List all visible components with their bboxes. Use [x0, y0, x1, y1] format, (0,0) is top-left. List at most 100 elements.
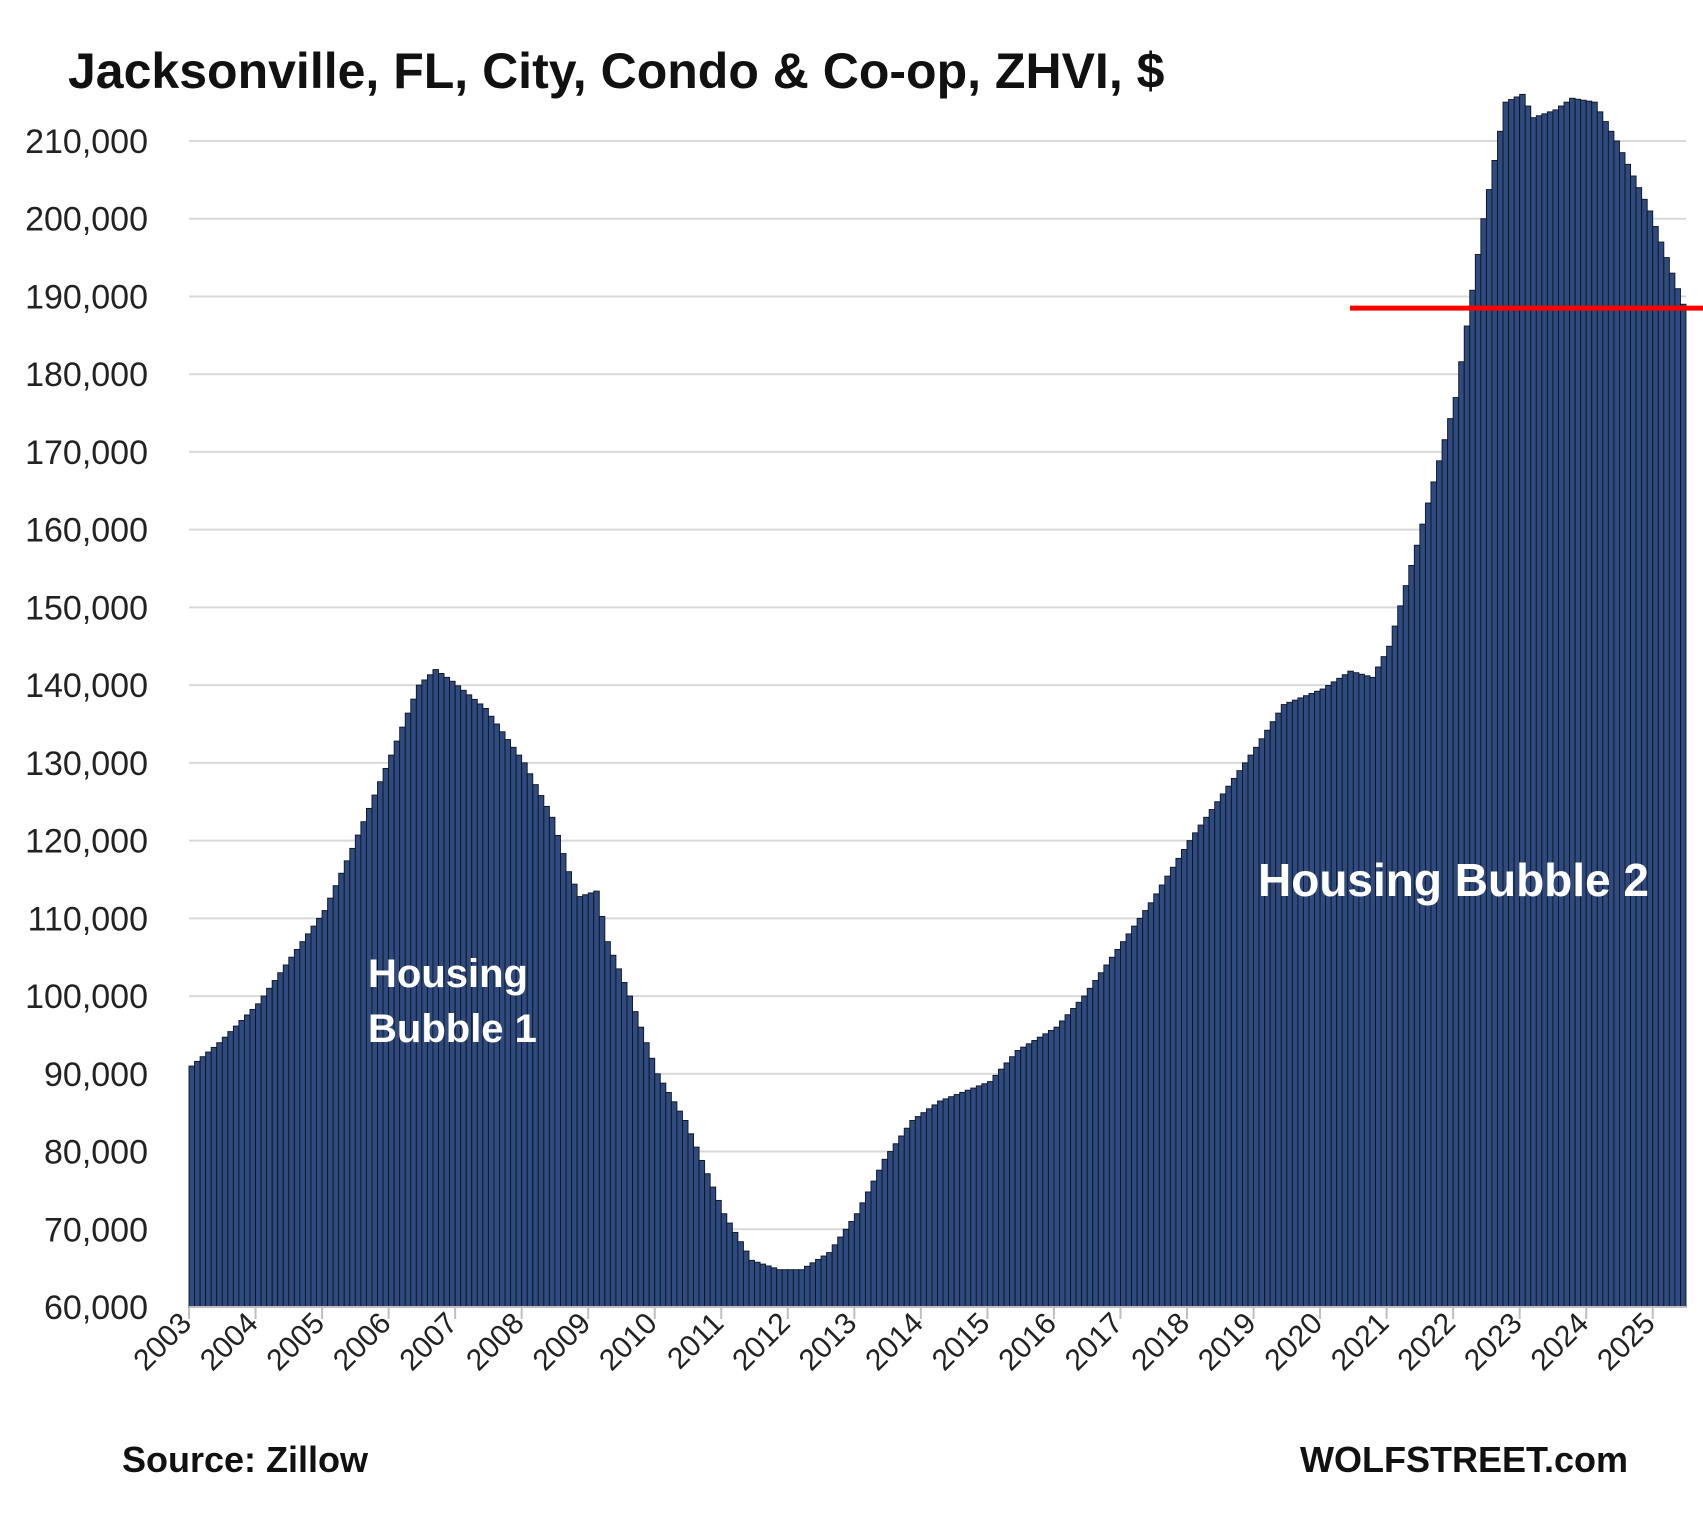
x-tick-label: 2009 [527, 1307, 598, 1378]
bar-series [188, 93, 1687, 1308]
brand-label: WOLFSTREET.com [1300, 1439, 1628, 1480]
bar [1253, 746, 1260, 1308]
bar [210, 1046, 218, 1308]
bar [255, 1003, 262, 1308]
bar [1053, 1026, 1060, 1308]
bar [1314, 690, 1321, 1308]
bar [1219, 793, 1227, 1308]
bar [914, 1116, 922, 1308]
x-tick-label: 2023 [1458, 1307, 1529, 1378]
bar [1546, 111, 1554, 1308]
x-tick-label: 2007 [394, 1307, 465, 1378]
bar [1325, 684, 1332, 1308]
bar [715, 1199, 722, 1308]
bar [687, 1133, 694, 1308]
bar [682, 1119, 689, 1308]
bar [1125, 933, 1133, 1308]
bar [737, 1241, 744, 1308]
bar [1552, 109, 1559, 1308]
bar [676, 1110, 683, 1308]
bar [1619, 152, 1626, 1308]
bar [560, 853, 567, 1308]
bar [609, 954, 617, 1308]
bar [665, 1092, 672, 1308]
annotation-bubble-1-line-2: Bubble 1 [368, 1007, 537, 1051]
bar [1120, 941, 1127, 1308]
bar [1630, 175, 1637, 1308]
x-tick-label: 2012 [726, 1307, 797, 1378]
bar [1197, 824, 1205, 1308]
bar [670, 1101, 678, 1308]
bar [1258, 738, 1266, 1308]
bar [1519, 93, 1526, 1308]
x-tick-label: 2011 [661, 1307, 730, 1376]
bar [626, 995, 634, 1308]
x-tick-label: 2021 [1325, 1307, 1396, 1378]
bar [338, 872, 345, 1308]
bar [970, 1087, 977, 1308]
bar [587, 892, 595, 1308]
y-tick-label: 80,000 [44, 1134, 148, 1172]
bar [1070, 1008, 1077, 1308]
bar [1585, 100, 1593, 1308]
bar [1131, 925, 1138, 1308]
bar [537, 795, 545, 1308]
bar [199, 1056, 207, 1308]
x-tick-label: 2022 [1392, 1307, 1463, 1378]
bar [593, 890, 600, 1308]
x-tick-label: 2019 [1192, 1307, 1263, 1378]
bar [1009, 1056, 1016, 1308]
bar [232, 1025, 240, 1308]
bar [1192, 832, 1199, 1308]
bar [1153, 893, 1160, 1308]
y-tick-label: 90,000 [44, 1056, 148, 1094]
bar [1458, 361, 1465, 1308]
bar [1336, 677, 1343, 1308]
bar [1391, 625, 1399, 1308]
bar [266, 987, 273, 1308]
bar [1580, 99, 1587, 1308]
bar [1502, 101, 1510, 1308]
bar [1341, 674, 1349, 1308]
bar [1247, 754, 1254, 1308]
bar [1680, 303, 1687, 1308]
bar [454, 685, 462, 1308]
bar [898, 1135, 905, 1308]
bar [1574, 98, 1582, 1308]
x-tick-label: 2024 [1525, 1307, 1596, 1378]
y-tick-label: 140,000 [25, 667, 148, 705]
x-tick-label: 2018 [1125, 1307, 1196, 1378]
bar [1014, 1050, 1022, 1308]
bar [1297, 697, 1304, 1308]
bar [598, 915, 606, 1308]
bar [321, 910, 329, 1308]
bar [1596, 111, 1604, 1308]
bar [837, 1236, 844, 1308]
bar [332, 885, 340, 1308]
bar [1397, 605, 1404, 1308]
x-tick-label: 2017 [1059, 1307, 1130, 1378]
x-tick-label: 2013 [793, 1307, 864, 1378]
x-tick-label: 2015 [926, 1307, 997, 1378]
bar [1347, 670, 1354, 1308]
y-tick-label: 100,000 [25, 978, 148, 1016]
x-tick-label: 2016 [992, 1307, 1063, 1378]
bar [304, 933, 312, 1308]
bar [1319, 688, 1327, 1308]
bar [981, 1083, 988, 1308]
bar [959, 1091, 966, 1308]
bar [920, 1112, 927, 1308]
bar [648, 1057, 656, 1308]
bar [820, 1255, 828, 1308]
bar [343, 860, 351, 1308]
bar [1452, 397, 1460, 1308]
bar [1641, 198, 1648, 1308]
bar [742, 1250, 750, 1308]
bar [864, 1191, 872, 1308]
bar [726, 1222, 733, 1308]
annotation-bubble-1-line-1: Housing [368, 952, 528, 996]
bar [765, 1265, 772, 1308]
bar [998, 1068, 1005, 1308]
bar [271, 980, 279, 1308]
bar [1164, 875, 1171, 1308]
